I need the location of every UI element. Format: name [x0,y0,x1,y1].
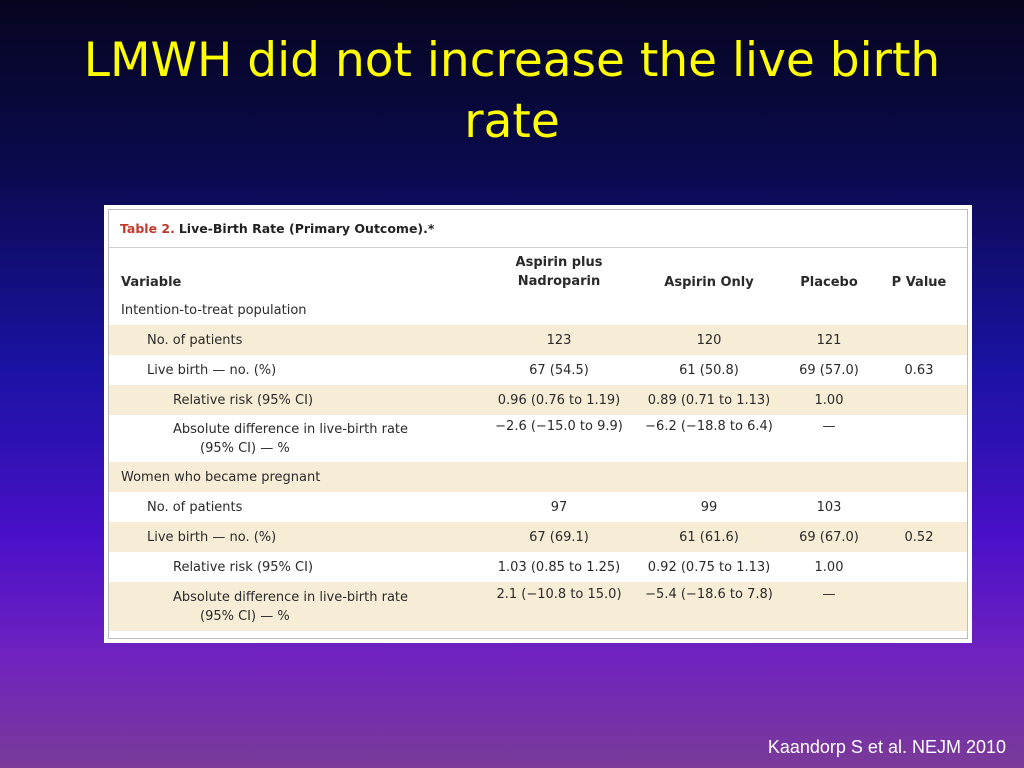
cell-aspirin-nadroparin: 67 (54.5) [529,362,589,378]
row-label-line2: (95% CI) — % [200,440,290,456]
cell-p-value: 0.63 [904,362,934,378]
header-aspirin-nadroparin: Aspirin plus Nadroparin [479,248,639,296]
cell-aspirin-nadroparin: −2.6 (−15.0 to 9.9) [495,419,623,434]
cell-placebo: 103 [816,499,842,515]
cell-placebo: — [822,587,836,602]
cell-p-value [879,492,959,522]
table-image: Table 2. Live-Birth Rate (Primary Outcom… [104,205,972,643]
table-row: Absolute difference in live-birth rate (… [109,582,967,631]
header-aspirin-nadroparin-line1: Aspirin plus [515,255,603,270]
cell-placebo: 69 (67.0) [799,529,859,545]
header-placebo: Placebo [800,275,858,290]
slide-title: LMWH did not increase the live birth rat… [83,33,941,149]
row-label-line1: Absolute difference in live-birth rate [173,421,409,437]
row-label: Relative risk (95% CI) [173,392,314,408]
cell-aspirin-only: 0.92 (0.75 to 1.13) [647,559,771,575]
cell-aspirin-nadroparin: 1.03 (0.85 to 1.25) [497,559,621,575]
row-label: Live birth — no. (%) [147,362,277,378]
table-row: Live birth — no. (%) 67 (69.1) 61 (61.6)… [109,522,967,552]
cell-aspirin-only: −6.2 (−18.8 to 6.4) [645,419,773,434]
cell-p-value [879,325,959,355]
table-row: Absolute difference in live-birth rate (… [109,415,967,462]
cell-aspirin-nadroparin: 0.96 (0.76 to 1.19) [497,392,621,408]
row-label: Absolute difference in live-birth rate (… [173,582,533,631]
cell-placebo: 1.00 [814,392,844,408]
cell-aspirin-only: 61 (50.8) [679,362,739,378]
row-label: Relative risk (95% CI) [173,559,314,575]
cell-p-value [879,582,959,631]
cell-placebo: 1.00 [814,559,844,575]
table-caption-text: Live-Birth Rate (Primary Outcome).* [178,221,435,236]
table-row: Relative risk (95% CI) 0.96 (0.76 to 1.1… [109,385,967,415]
header-p-value: P Value [891,275,947,290]
section-title-row: Intention-to-treat population [109,296,967,325]
cell-placebo: — [822,419,836,434]
cell-p-value: 0.52 [904,529,934,545]
cell-p-value [879,385,959,415]
table-caption-label: Table 2. [120,221,175,236]
row-label: Live birth — no. (%) [147,529,277,545]
cell-placebo: 121 [816,332,842,348]
table-row: No. of patients 97 99 103 [109,492,967,522]
cell-p-value [879,415,959,462]
row-label-line2: (95% CI) — % [200,608,290,624]
section-title: Intention-to-treat population [121,303,307,318]
table-row: Live birth — no. (%) 67 (54.5) 61 (50.8)… [109,355,967,385]
cell-aspirin-only: 120 [696,332,722,348]
header-aspirin-nadroparin-line2: Nadroparin [517,274,601,289]
table-header-row: Variable Aspirin plus Nadroparin Aspirin… [109,248,967,296]
cell-aspirin-only: 99 [700,499,718,515]
table-row: No. of patients 123 120 121 [109,325,967,355]
section-title: Women who became pregnant [121,469,321,485]
citation: Kaandorp S et al. NEJM 2010 [767,737,1006,757]
header-aspirin-only: Aspirin Only [664,275,754,290]
cell-placebo: 69 (57.0) [799,362,859,378]
cell-aspirin-nadroparin: 67 (69.1) [529,529,589,545]
row-label-line1: Absolute difference in live-birth rate [173,589,409,605]
table-caption: Table 2. Live-Birth Rate (Primary Outcom… [109,210,967,248]
cell-aspirin-only: 61 (61.6) [679,529,739,545]
cell-aspirin-nadroparin: 2.1 (−10.8 to 15.0) [496,587,622,602]
header-variable: Variable [121,275,182,290]
cell-aspirin-only: −5.4 (−18.6 to 7.8) [645,587,773,602]
cell-aspirin-nadroparin: 97 [550,499,568,515]
section-title-row: Women who became pregnant [109,462,967,492]
row-label: Absolute difference in live-birth rate (… [173,415,533,462]
cell-p-value [879,552,959,582]
table-row: Relative risk (95% CI) 1.03 (0.85 to 1.2… [109,552,967,582]
cell-aspirin-nadroparin: 123 [546,332,572,348]
cell-aspirin-only: 0.89 (0.71 to 1.13) [647,392,771,408]
row-label: No. of patients [147,499,243,515]
row-label: No. of patients [147,332,243,348]
results-table: Table 2. Live-Birth Rate (Primary Outcom… [108,209,968,639]
